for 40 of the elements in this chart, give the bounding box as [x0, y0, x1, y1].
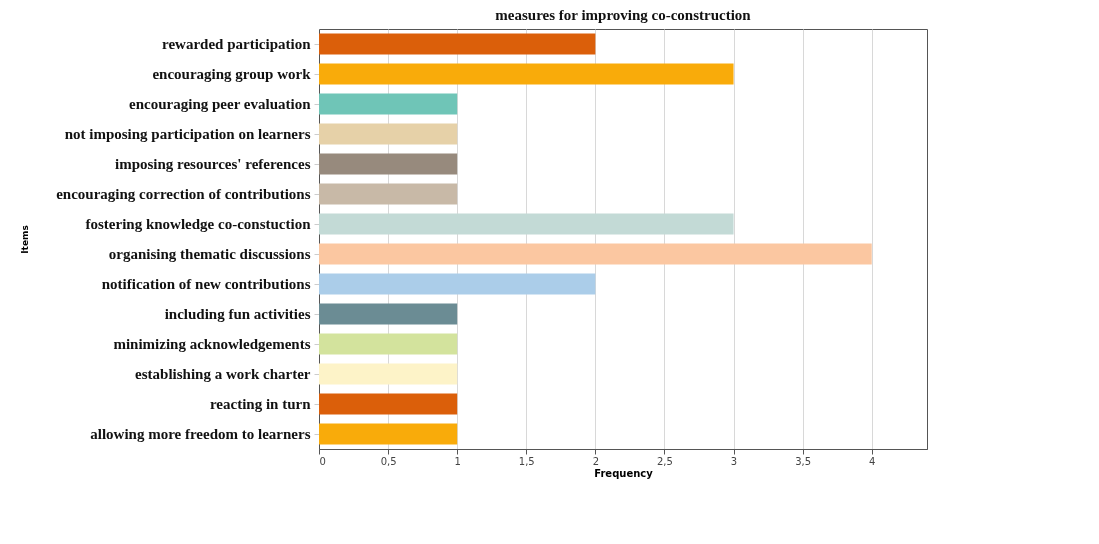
- bar: [319, 213, 734, 235]
- x-tick-label: 0,5: [380, 455, 397, 467]
- y-tick-label: including fun activities: [164, 306, 311, 322]
- y-tick-label: encouraging group work: [152, 66, 312, 82]
- y-tick-label: reacting in turn: [209, 396, 312, 412]
- bar: [319, 63, 734, 85]
- y-tick-label: minimizing acknowledgements: [113, 336, 311, 352]
- y-tick-label: rewarded participation: [162, 36, 312, 52]
- chart-title: measures for improving co-construction: [495, 7, 752, 23]
- bar: [319, 273, 596, 295]
- y-tick-label: notification of new contributions: [101, 276, 311, 292]
- y-tick-label: encouraging peer evaluation: [129, 96, 312, 112]
- x-tick-label: 1: [454, 455, 461, 467]
- y-axis-title: Items: [19, 225, 30, 254]
- bar: [319, 33, 596, 55]
- x-tick-label: 0: [319, 455, 326, 467]
- x-tick-label: 3: [730, 455, 738, 467]
- bar: [319, 243, 872, 265]
- y-tick-label: fostering knowledge co-constuction: [85, 216, 312, 232]
- bar: [319, 393, 458, 415]
- y-tick-label: imposing resources' references: [114, 156, 311, 172]
- bar: [319, 153, 458, 175]
- x-axis-title: Frequency: [594, 467, 654, 479]
- y-tick-label: allowing more freedom to learners: [90, 426, 311, 442]
- y-tick-label: establishing a work charter: [135, 366, 311, 382]
- bar: [319, 123, 458, 145]
- bar: [319, 93, 458, 115]
- x-tick-label: 4: [869, 455, 876, 467]
- x-tick-label: 2: [592, 455, 600, 467]
- bar: [319, 363, 458, 385]
- bar: [319, 423, 458, 445]
- x-tick-label: 3,5: [795, 455, 812, 467]
- bar: [319, 333, 458, 355]
- y-tick-label: not imposing participation on learners: [64, 126, 311, 142]
- y-tick-label: organising thematic discussions: [108, 246, 311, 262]
- x-tick-label: 2,5: [657, 455, 673, 467]
- x-tick-label: 1,5: [518, 455, 535, 467]
- bar: [319, 303, 458, 325]
- y-tick-label: encouraging correction of contributions: [56, 186, 311, 202]
- bar: [319, 183, 458, 205]
